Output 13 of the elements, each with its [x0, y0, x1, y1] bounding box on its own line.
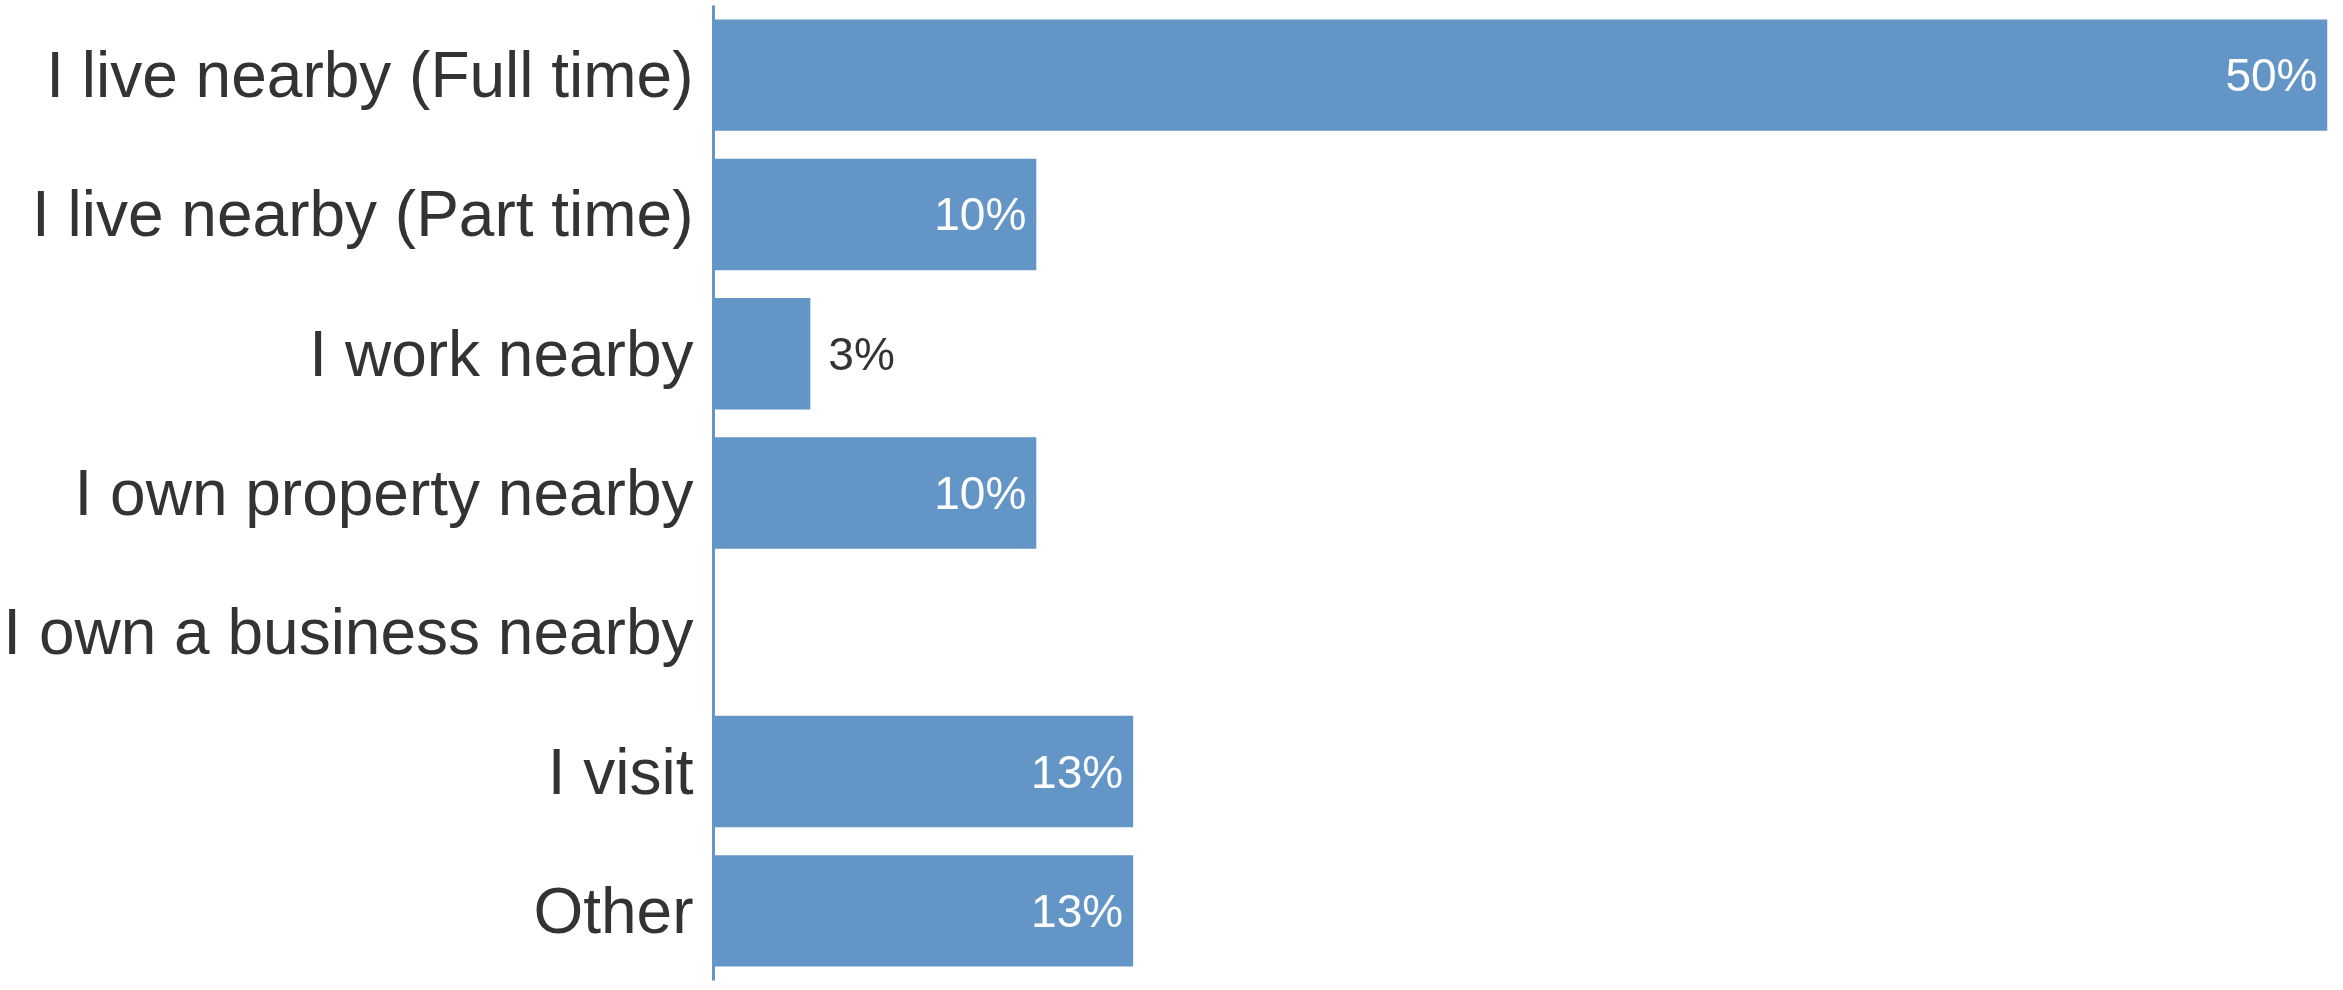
- data-label: 3%: [828, 327, 895, 380]
- y-tick-label: Other: [533, 874, 694, 947]
- data-label: 10%: [934, 188, 1027, 241]
- data-label: 13%: [1031, 884, 1124, 937]
- y-tick-label: I live nearby (Full time): [46, 39, 694, 112]
- data-label: 10%: [934, 467, 1027, 519]
- y-tick-label: I live nearby (Part time): [31, 178, 694, 251]
- data-label: 50%: [2225, 49, 2318, 102]
- y-tick-label: I visit: [547, 735, 694, 808]
- y-tick-label: I work nearby: [309, 317, 694, 390]
- y-tick-label: I own a business nearby: [3, 596, 694, 669]
- y-tick-label: I own property nearby: [74, 457, 694, 529]
- data-label: 13%: [1031, 745, 1124, 798]
